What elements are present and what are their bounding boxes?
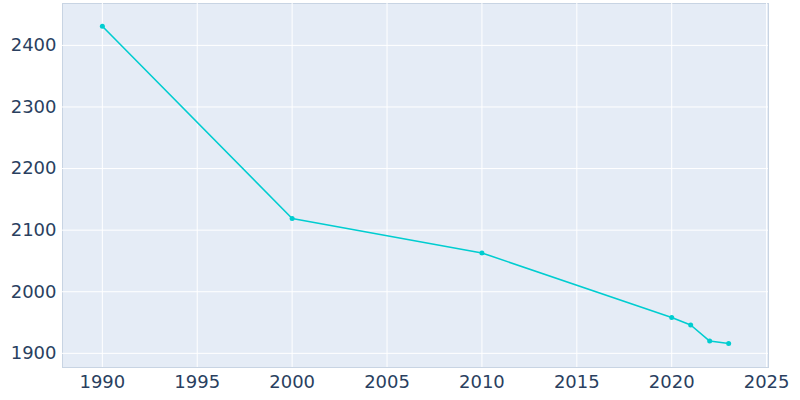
svg-text:1990: 1990 <box>79 371 125 392</box>
svg-text:1995: 1995 <box>174 371 220 392</box>
svg-text:2000: 2000 <box>11 281 57 302</box>
svg-text:2005: 2005 <box>364 371 410 392</box>
svg-text:2025: 2025 <box>744 371 790 392</box>
svg-text:2400: 2400 <box>11 34 57 55</box>
svg-text:2300: 2300 <box>11 96 57 117</box>
svg-text:2010: 2010 <box>459 371 505 392</box>
svg-text:2020: 2020 <box>649 371 695 392</box>
svg-text:1900: 1900 <box>11 342 57 363</box>
svg-text:2000: 2000 <box>269 371 315 392</box>
svg-text:2200: 2200 <box>11 157 57 178</box>
svg-text:2015: 2015 <box>554 371 600 392</box>
svg-text:2100: 2100 <box>11 219 57 240</box>
